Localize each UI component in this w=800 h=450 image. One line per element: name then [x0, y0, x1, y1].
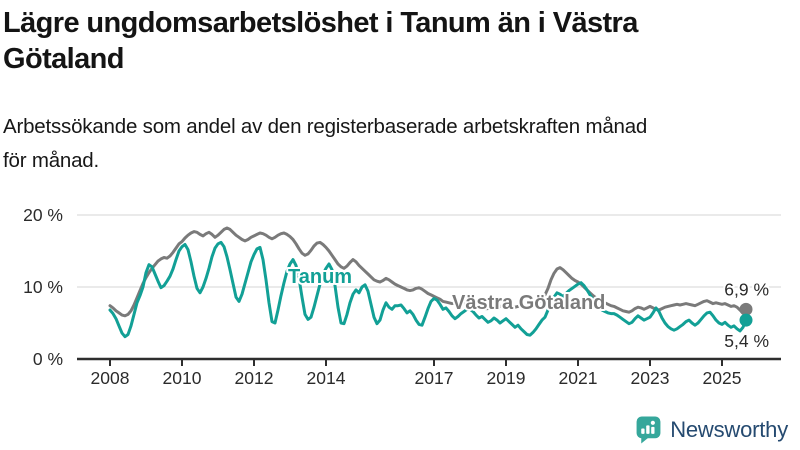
- series-line-tanum: [108, 240, 748, 339]
- end-dot-v-stra-g-taland: [739, 302, 753, 316]
- x-tick-label: 2014: [307, 368, 346, 388]
- x-tick-label: 2019: [487, 368, 526, 388]
- y-axis-label: 10 %: [23, 277, 63, 297]
- x-tick-label: 2017: [415, 368, 454, 388]
- end-value-label-v-stra-g-taland: 6,9 %: [724, 279, 769, 299]
- page-title-line-2: Götaland: [3, 43, 124, 75]
- page-subtitle-line-1: Arbetssökande som andel av den registerb…: [3, 115, 648, 138]
- page-subtitle-line-2: för månad.: [3, 149, 99, 172]
- x-tick-label: 2025: [703, 368, 742, 388]
- x-tick-label: 2023: [631, 368, 670, 388]
- end-dot-tanum: [739, 313, 753, 327]
- series-label-v-stra-g-taland: Västra Götaland: [452, 292, 605, 314]
- x-tick-label: 2008: [91, 368, 130, 388]
- y-axis-label: 0 %: [33, 349, 63, 369]
- x-tick-label: 2010: [163, 368, 202, 388]
- series-line-v-stra-g-taland: [108, 226, 748, 318]
- page-title: Lägre ungdomsarbetslöshet i Tanum än i V…: [3, 5, 791, 77]
- newsworthy-icon: [636, 416, 661, 444]
- y-axis-label: 20 %: [23, 205, 63, 225]
- x-tick-label: 2021: [559, 368, 598, 388]
- end-value-label-tanum: 5,4 %: [724, 331, 769, 351]
- brand-logo[interactable]: Newsworthy: [636, 416, 788, 444]
- page-subtitle: Arbetssökande som andel av den registerb…: [3, 110, 793, 178]
- x-tick-label: 2012: [235, 368, 274, 388]
- page-title-line-1: Lägre ungdomsarbetslöshet i Tanum än i V…: [3, 7, 638, 39]
- series-label-tanum: Tanum: [288, 266, 352, 288]
- brand-name: Newsworthy: [670, 417, 788, 442]
